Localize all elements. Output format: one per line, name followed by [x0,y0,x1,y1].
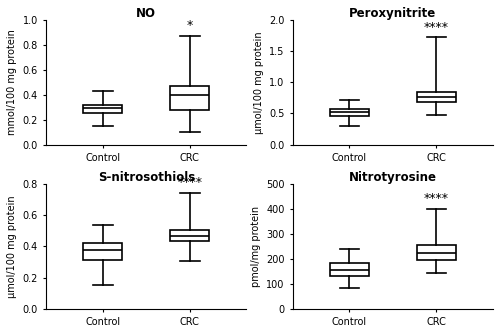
Text: ****: **** [178,176,203,189]
Y-axis label: pmol/mg protein: pmol/mg protein [250,206,260,287]
PathPatch shape [330,263,369,276]
Text: ****: **** [424,192,449,205]
PathPatch shape [417,245,456,260]
PathPatch shape [83,242,122,260]
Text: *: * [186,19,193,32]
Text: ****: **** [424,21,449,34]
Title: Peroxynitrite: Peroxynitrite [350,7,436,20]
Title: NO: NO [136,7,156,20]
Title: Nitrotyrosine: Nitrotyrosine [349,171,437,184]
PathPatch shape [170,230,209,241]
Title: S-nitrosothiols: S-nitrosothiols [98,171,195,184]
Y-axis label: mmol/100 mg protein: mmol/100 mg protein [7,29,17,135]
PathPatch shape [83,105,122,113]
PathPatch shape [330,109,369,116]
PathPatch shape [170,86,209,110]
Y-axis label: μmol/100 mg protein: μmol/100 mg protein [7,195,17,298]
PathPatch shape [417,92,456,102]
Y-axis label: μmol/100 mg protein: μmol/100 mg protein [254,31,264,134]
